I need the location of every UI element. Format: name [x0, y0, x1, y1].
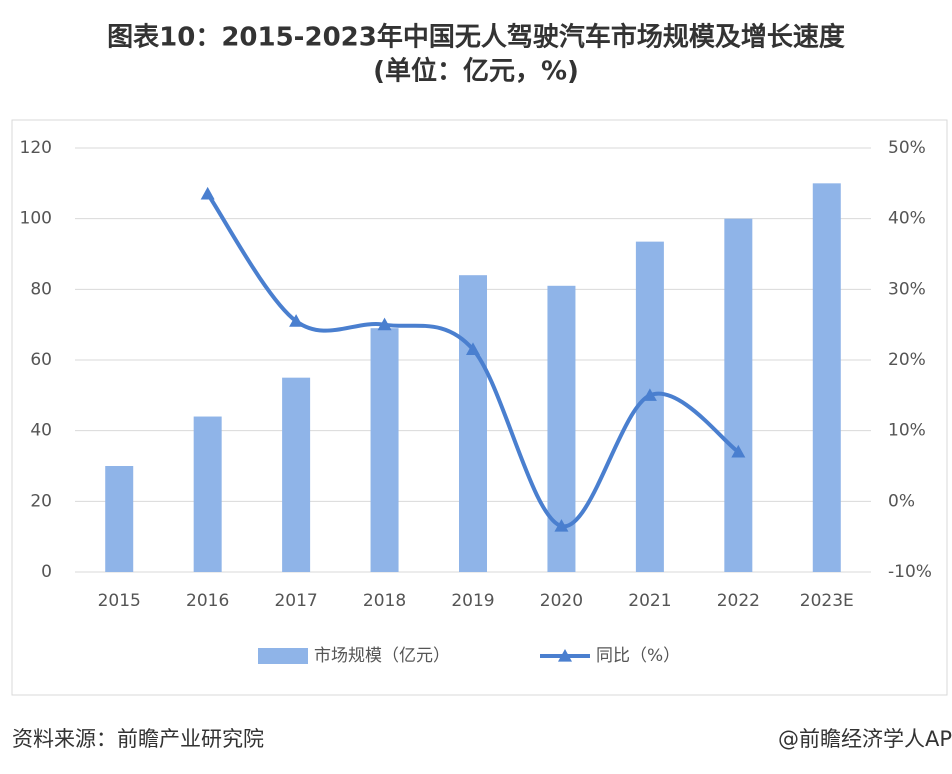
- x-tick-label: 2018: [363, 591, 406, 611]
- legend-marker: [558, 649, 572, 662]
- chart-frame: [11, 119, 948, 696]
- legend-label: 市场规模（亿元）: [314, 646, 450, 666]
- line-marker: [731, 444, 746, 458]
- x-tick-label: 2023E: [800, 591, 854, 611]
- y-tick-label: 0: [41, 562, 52, 582]
- line-marker: [200, 186, 215, 200]
- line-marker: [642, 388, 657, 401]
- y2-tick-label: 40%: [888, 209, 926, 229]
- credit: @前瞻经济学人AP: [778, 727, 952, 751]
- legend-label: 同比（%）: [596, 646, 680, 666]
- y-tick-label: 40: [30, 421, 52, 441]
- bar: [282, 377, 311, 572]
- y2-tick-label: 30%: [888, 279, 926, 299]
- y-tick-label: 80: [30, 279, 52, 299]
- chart-title: 图表10：2015-2023年中国无人驾驶汽车市场规模及增长速度: [107, 22, 845, 53]
- bar: [193, 416, 222, 572]
- x-tick-label: 2021: [628, 591, 671, 611]
- bar: [724, 218, 753, 572]
- x-tick-label: 2017: [274, 591, 317, 611]
- source: 资料来源：前瞻产业研究院: [12, 727, 264, 751]
- y-tick-label: 100: [20, 209, 52, 229]
- bar: [635, 241, 664, 572]
- chart-subtitle: (单位：亿元，%): [373, 56, 579, 87]
- y2-tick-label: 50%: [888, 138, 926, 158]
- y-tick-label: 120: [20, 138, 52, 158]
- line-marker: [466, 342, 480, 355]
- y2-tick-label: 0%: [888, 491, 915, 511]
- x-tick-label: 2019: [451, 591, 494, 611]
- line-marker: [554, 519, 569, 532]
- x-tick-label: 2015: [98, 591, 141, 611]
- bar: [370, 328, 399, 572]
- x-tick-label: 2016: [186, 591, 229, 611]
- y2-tick-label: 20%: [888, 350, 926, 370]
- x-tick-label: 2020: [540, 591, 583, 611]
- y2-tick-label: -10%: [888, 562, 932, 582]
- bar: [812, 183, 841, 573]
- line-marker: [289, 314, 304, 327]
- bar: [459, 275, 487, 572]
- x-tick-label: 2022: [717, 591, 760, 611]
- y-tick-label: 20: [30, 491, 52, 511]
- y2-tick-label: 10%: [888, 421, 926, 441]
- y-tick-label: 60: [30, 350, 52, 370]
- legend-swatch: [258, 648, 308, 664]
- line-marker: [377, 317, 392, 331]
- bar: [105, 466, 134, 572]
